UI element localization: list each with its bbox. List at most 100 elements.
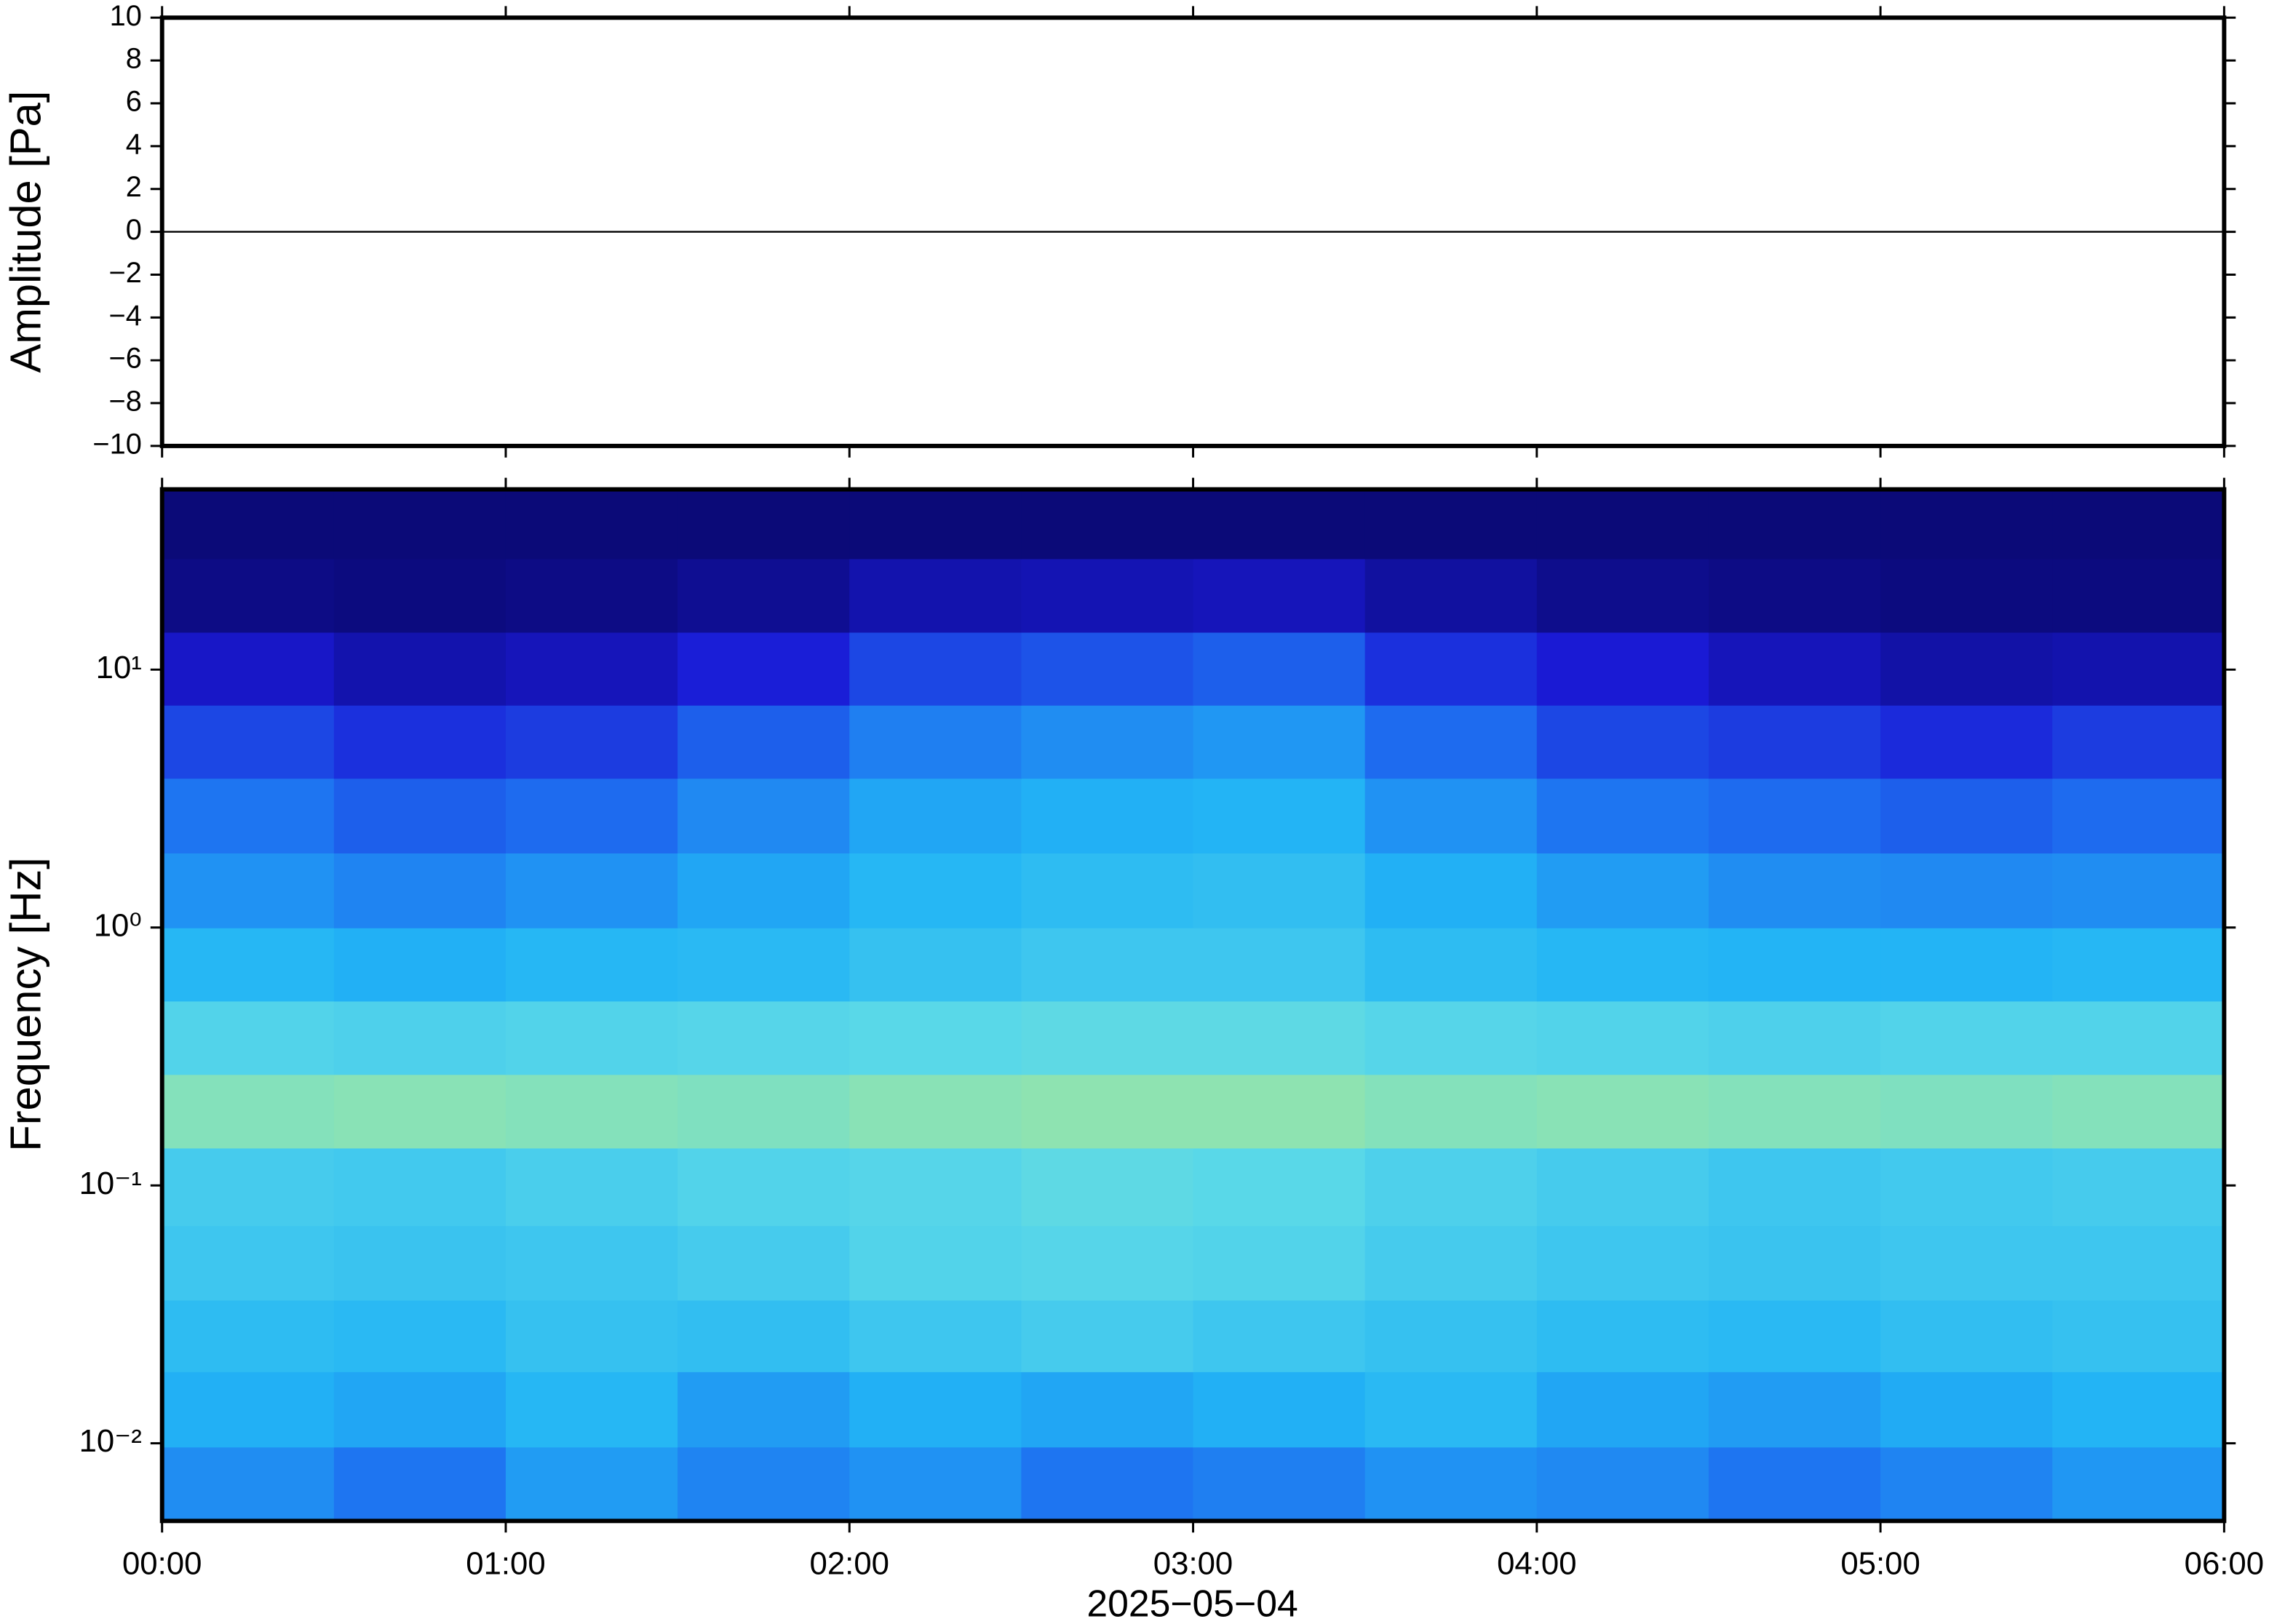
spectrogram-cell xyxy=(505,1371,679,1448)
spectrogram-cell xyxy=(1880,778,2054,853)
spectrogram-cell xyxy=(1880,1074,2054,1149)
x-tick-label: 06:00 xyxy=(2185,1546,2264,1582)
y-tick-label: 10⁻¹ xyxy=(79,1166,142,1201)
spectrogram-cell xyxy=(1708,852,1882,928)
spectrogram-cell xyxy=(1880,558,2054,633)
spectrogram-cell xyxy=(333,1074,506,1149)
spectrogram-cell xyxy=(1880,1371,2054,1448)
spectrogram-cell xyxy=(333,1147,506,1227)
spectrogram-cell xyxy=(1021,1147,1194,1227)
spectrogram-cell xyxy=(505,1147,679,1227)
spectrogram-cell xyxy=(849,489,1022,560)
spectrogram-cell xyxy=(1193,778,1366,853)
spectrogram-cell xyxy=(1021,489,1194,560)
spectrogram-cell xyxy=(1536,558,1709,633)
spectrogram-cell xyxy=(1364,704,1538,779)
spectrogram-cell xyxy=(1708,1446,1882,1522)
spectrogram-cell xyxy=(1708,1000,1882,1075)
spectrogram-cell xyxy=(1536,489,1709,560)
spectrogram-cell xyxy=(162,489,335,560)
spectrogram-cell xyxy=(849,704,1022,779)
spectrogram-cell xyxy=(1193,1147,1366,1227)
spectrogram-cell xyxy=(1708,778,1882,853)
y-tick-label: −6 xyxy=(109,343,142,375)
spectrogram-cell xyxy=(1021,632,1194,706)
spectrogram-cell xyxy=(1193,558,1366,633)
spectrogram-cell xyxy=(849,1446,1022,1522)
spectrogram-cell xyxy=(1364,1147,1538,1227)
spectrogram-cell xyxy=(2052,1371,2225,1448)
y-tick-label: −10 xyxy=(92,428,141,460)
spectrogram-cell xyxy=(162,704,335,779)
spectrogram-cell xyxy=(1708,1074,1882,1149)
y-tick-label: −8 xyxy=(109,386,142,418)
spectrogram-cell xyxy=(849,1074,1022,1149)
spectrogram-cell xyxy=(1708,927,1882,1002)
y-tick-label: 10 xyxy=(110,0,142,32)
spectrogram-cell xyxy=(849,1000,1022,1075)
spectrogram-cell xyxy=(333,852,506,928)
spectrogram-cell xyxy=(1364,558,1538,633)
spectrogram-cell xyxy=(1364,852,1538,928)
spectrogram-cell xyxy=(1536,852,1709,928)
spectrogram-cell xyxy=(677,704,851,779)
spectrogram-cell xyxy=(1021,558,1194,633)
spectrogram-cell xyxy=(1364,489,1538,560)
spectrogram-cell xyxy=(1708,704,1882,779)
spectrogram-cell xyxy=(1364,1000,1538,1075)
spectrogram-cell xyxy=(333,778,506,853)
spectrogram-cell xyxy=(1880,927,2054,1002)
spectrogram-cell xyxy=(505,1074,679,1149)
spectrogram-cell xyxy=(1021,1000,1194,1075)
spectrogram-cell xyxy=(677,558,851,633)
spectrogram-cell xyxy=(1708,1371,1882,1448)
spectrogram-cell xyxy=(333,1225,506,1301)
spectrogram-cell xyxy=(162,1147,335,1227)
x-tick-label: 03:00 xyxy=(1153,1546,1233,1582)
spectrogram-cell xyxy=(505,704,679,779)
spectrogram-cell xyxy=(333,927,506,1002)
spectrogram-cell xyxy=(1536,778,1709,853)
spectrogram-cell xyxy=(2052,927,2225,1002)
spectrogram-cell xyxy=(2052,489,2225,560)
spectrogram-cell xyxy=(677,852,851,928)
spectrogram-cell xyxy=(677,778,851,853)
spectrogram-cell xyxy=(1193,489,1366,560)
spectrogram-cell xyxy=(1880,1225,2054,1301)
spectrogram-cell xyxy=(333,489,506,560)
spectrogram-cell xyxy=(1536,927,1709,1002)
spectrogram-cell xyxy=(1880,1446,2054,1522)
spectrogram-cell xyxy=(2052,1225,2225,1301)
spectrogram-cell xyxy=(2052,778,2225,853)
spectrogram-cell xyxy=(677,1446,851,1522)
y-tick-label: 10⁰ xyxy=(94,907,142,943)
y-axis-label: Frequency [Hz] xyxy=(1,857,50,1151)
spectrogram-cell xyxy=(1193,927,1366,1002)
spectrogram-cell xyxy=(1708,1299,1882,1372)
spectrogram-cell xyxy=(162,1299,335,1372)
spectrogram-cell xyxy=(1193,704,1366,779)
spectrogram-cell xyxy=(1021,927,1194,1002)
spectrogram-cell xyxy=(2052,852,2225,928)
x-tick-label: 05:00 xyxy=(1840,1546,1920,1582)
spectrogram-cell xyxy=(1364,1074,1538,1149)
x-tick-label: 00:00 xyxy=(122,1546,202,1582)
spectrogram-cell xyxy=(1364,1225,1538,1301)
spectrogram-cell xyxy=(1193,1225,1366,1301)
spectrogram-cell xyxy=(1364,1299,1538,1372)
spectrogram-cell xyxy=(1880,489,2054,560)
spectrogram-cell xyxy=(849,1299,1022,1372)
spectrogram-cell xyxy=(677,489,851,560)
x-tick-label: 02:00 xyxy=(810,1546,889,1582)
spectrogram-cell xyxy=(1708,1225,1882,1301)
y-axis-label: Amplitude [Pa] xyxy=(1,91,50,373)
spectrogram-cell xyxy=(1708,489,1882,560)
spectrogram-cell xyxy=(1193,1000,1366,1075)
spectrogram-cell xyxy=(2052,558,2225,633)
spectrogram-cell xyxy=(2052,704,2225,779)
y-tick-label: 4 xyxy=(126,128,142,160)
spectrogram-cell xyxy=(505,489,679,560)
y-tick-label: 8 xyxy=(126,43,142,75)
spectrogram-cell xyxy=(1536,1299,1709,1372)
